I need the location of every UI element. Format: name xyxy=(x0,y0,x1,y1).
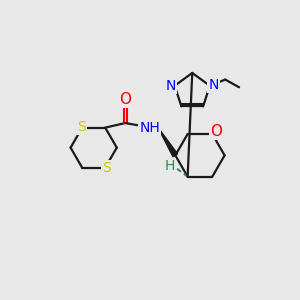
Text: S: S xyxy=(102,161,110,176)
Text: O: O xyxy=(119,92,131,107)
Text: H: H xyxy=(165,159,175,173)
Text: O: O xyxy=(210,124,222,139)
Polygon shape xyxy=(158,127,178,157)
Text: N: N xyxy=(208,78,219,92)
Text: NH: NH xyxy=(140,121,160,135)
Text: N: N xyxy=(166,79,176,93)
Text: S: S xyxy=(77,120,86,134)
